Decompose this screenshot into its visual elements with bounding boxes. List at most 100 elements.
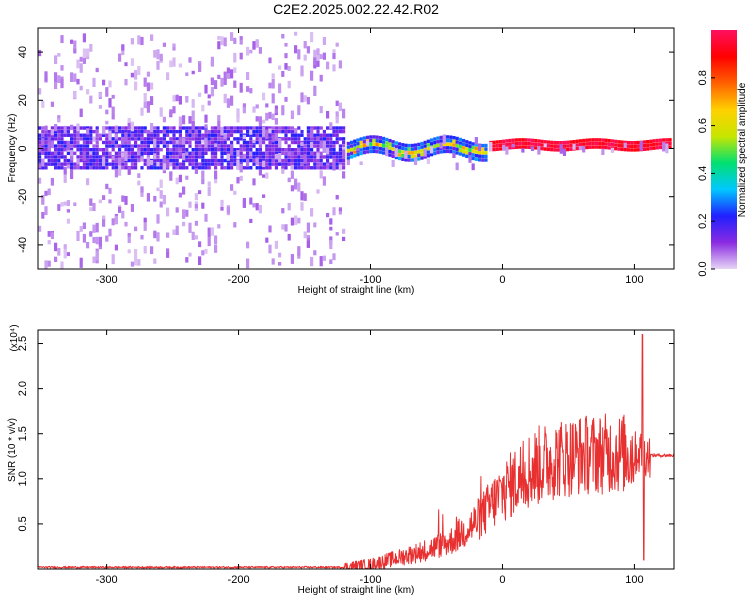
spectrogram-cell	[57, 126, 61, 130]
spectrogram-cell	[118, 129, 122, 134]
spectrogram-cell	[271, 162, 275, 166]
spectrogram-cell	[319, 133, 323, 137]
spectrogram-cell	[381, 151, 386, 155]
spectrogram-cell	[38, 163, 42, 168]
spectrogram-cell	[124, 126, 128, 130]
spectrogram-cell	[60, 144, 64, 148]
spectrogram-cell	[105, 144, 109, 148]
spectrogram-cell	[258, 166, 262, 170]
spectrogram-cell	[303, 231, 307, 239]
spectrogram-cell	[102, 217, 106, 227]
spectrogram-cell	[407, 154, 411, 159]
spectrogram-cell	[252, 158, 256, 163]
spectrogram-cell	[417, 146, 421, 150]
spectrogram-cell	[156, 151, 160, 156]
spectrogram-cell	[57, 140, 61, 145]
spectrogram-cell	[60, 126, 64, 130]
spectrogram-cell	[316, 148, 320, 152]
spectrogram-cell	[290, 148, 294, 152]
spectrogram-cell	[284, 166, 288, 170]
spectrogram-cell	[44, 260, 48, 269]
spectrogram-cell	[124, 151, 128, 162]
spectrogram-cell	[41, 137, 45, 146]
spectrogram-cell	[204, 84, 208, 94]
spectrogram-cell	[156, 133, 160, 137]
spectrogram-cell	[127, 144, 131, 148]
spectrogram-cell	[191, 158, 195, 163]
spectrogram-cell	[319, 166, 323, 170]
spectrogram-cell	[166, 72, 170, 81]
spectrogram-cell	[518, 141, 522, 146]
spectrogram-cell	[76, 166, 80, 170]
spectrogram-cell	[137, 65, 141, 76]
spectrogram-cell	[156, 166, 160, 170]
spectrogram-cell	[44, 148, 48, 152]
spectrogram-cell	[124, 62, 128, 67]
spectrogram-cell	[124, 166, 128, 170]
spectrogram-cell	[153, 195, 157, 202]
spectrogram-cell	[527, 138, 531, 142]
spectrogram-cell	[316, 162, 320, 166]
spectrogram-cell	[191, 166, 195, 170]
spectrogram-cell	[310, 70, 314, 81]
spectrogram-cell	[114, 158, 118, 163]
spectrogram-cell	[630, 141, 634, 145]
spectrogram-cell	[658, 145, 663, 150]
spectrogram-cell	[194, 148, 198, 152]
spectrogram-cell	[442, 146, 446, 150]
spectrogram-cell	[413, 154, 418, 158]
spectrogram-cell	[271, 126, 275, 130]
spectrogram-cell	[111, 94, 115, 99]
spectrogram-cell	[54, 242, 58, 252]
spectrogram-cell	[172, 148, 176, 152]
spectrogram-cell	[303, 162, 307, 166]
spectrogram-cell	[316, 152, 320, 159]
spectrogram-cell	[143, 77, 147, 87]
spectrogram-cell	[108, 126, 112, 130]
spectrogram-cell	[41, 133, 45, 137]
spectrogram-cell	[185, 137, 189, 141]
spectrogram-cell	[262, 126, 266, 137]
spectrogram-cell	[127, 140, 131, 145]
spectrogram-cell	[255, 203, 259, 211]
spectrogram-cell	[316, 166, 320, 170]
spectrogram-cell	[582, 145, 586, 153]
spectrogram-cell	[86, 140, 90, 145]
spectrogram-cell	[54, 162, 58, 166]
spectrogram-cell	[246, 133, 250, 137]
spectrogram-cell	[172, 57, 176, 67]
spectrogram-cell	[60, 155, 64, 159]
spectrogram-cell	[242, 107, 246, 114]
spectrogram-cell	[249, 144, 253, 148]
spectrogram-cell	[143, 221, 147, 231]
spectrogram-cell	[445, 135, 450, 139]
spectrogram-cell	[335, 155, 339, 159]
spectrogram-cell	[137, 180, 141, 186]
spectrogram-cell	[214, 244, 218, 253]
y-tick-label: 40	[17, 46, 29, 58]
spectrogram-cell	[172, 45, 176, 51]
spectrogram-cell	[617, 140, 621, 144]
spectrogram-cell	[255, 133, 259, 137]
spectrogram-cell	[194, 162, 198, 166]
spectrogram-cell	[38, 158, 42, 163]
spectrogram-cell	[297, 126, 301, 130]
spectrogram-cell	[185, 175, 189, 180]
spectrogram-cell	[401, 143, 405, 147]
spectrogram-cell	[82, 33, 86, 43]
spectrogram-cell	[646, 140, 650, 144]
spectrogram-cell	[268, 82, 272, 89]
spectrogram-cell	[313, 162, 317, 166]
spectrogram-cell	[316, 129, 320, 134]
spectrogram-cell	[342, 236, 346, 242]
spectrogram-cell	[468, 152, 472, 156]
spectrogram-cell	[233, 52, 237, 63]
spectrogram-cell	[169, 140, 173, 145]
spectrogram-cell	[322, 133, 326, 137]
spectrogram-cell	[481, 147, 485, 151]
spectrogram-cell	[362, 143, 366, 148]
spectrogram-cell	[262, 155, 266, 159]
spectrogram-cell	[102, 195, 106, 200]
spectrogram-cell	[118, 206, 122, 213]
spectrogram-cell	[452, 139, 456, 144]
